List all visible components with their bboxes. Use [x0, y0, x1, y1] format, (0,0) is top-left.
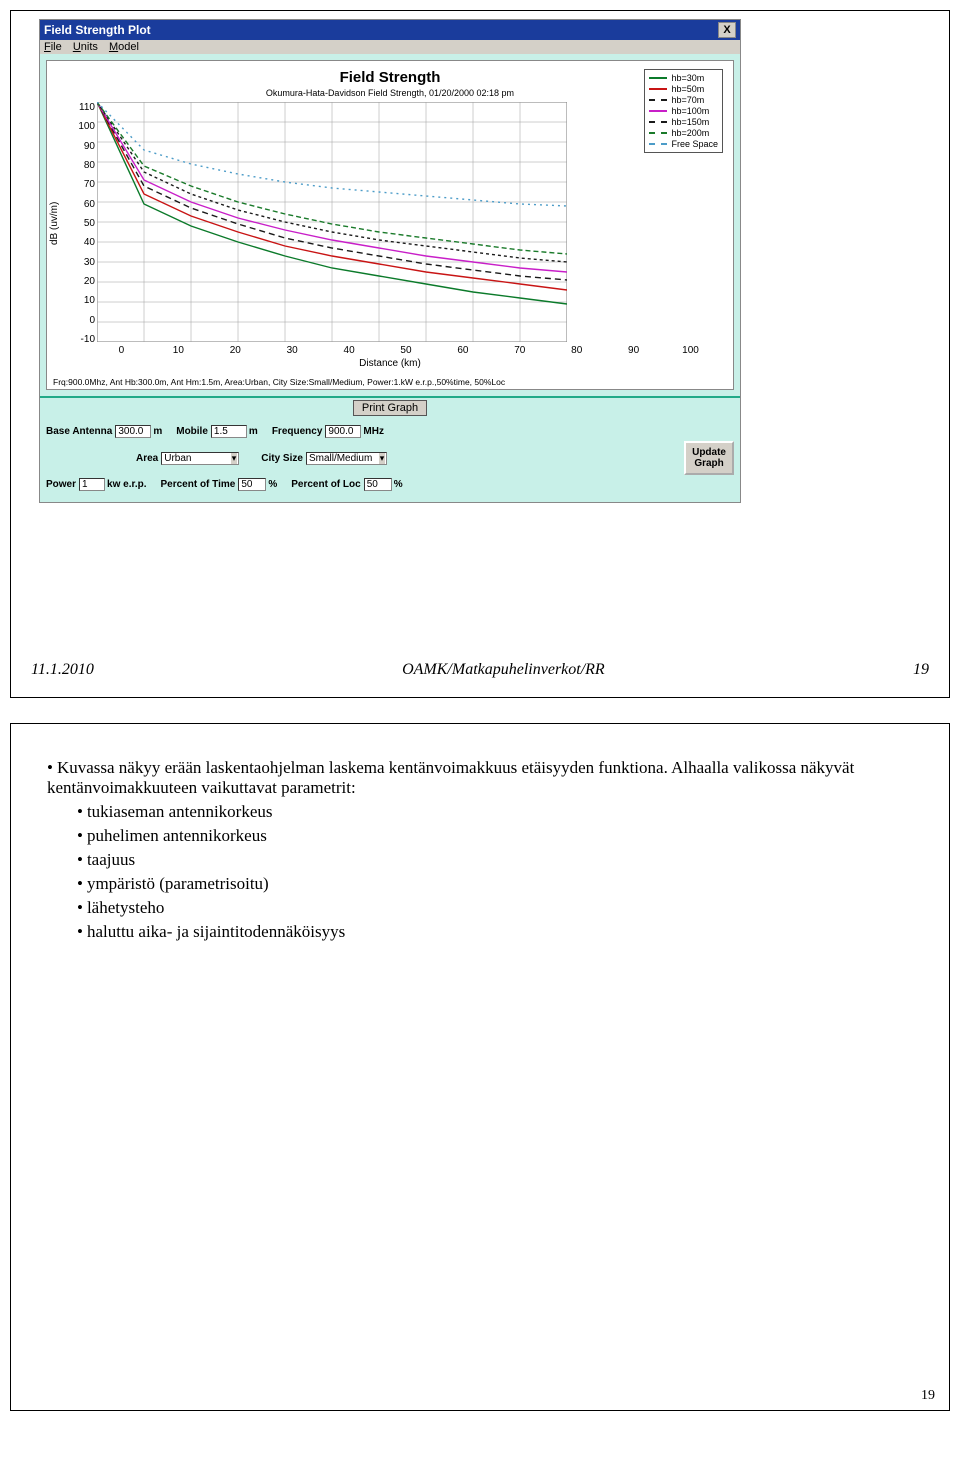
mobile-input[interactable]: 1.5 — [211, 425, 247, 438]
percent-loc-input[interactable]: 50 — [364, 478, 392, 491]
x-axis-label: Distance (km) — [47, 358, 733, 369]
percent-time-input[interactable]: 50 — [238, 478, 266, 491]
window-titlebar: Field Strength Plot X — [40, 20, 740, 40]
legend: hb=30mhb=50mhb=70mhb=100mhb=150mhb=200mF… — [644, 69, 723, 153]
close-icon[interactable]: X — [718, 22, 736, 38]
y-ticks: 1101009080706050403020100-10 — [65, 102, 97, 345]
unit-mhz: MHz — [363, 426, 384, 437]
power-input[interactable]: 1 — [79, 478, 105, 491]
x-ticks: 0102030405060708090100 — [93, 345, 719, 356]
page-corner: 19 — [921, 1388, 935, 1404]
bullet-sub: haluttu aika- ja sijaintitodennäköisyys — [77, 922, 913, 942]
bullet-sub: taajuus — [77, 850, 913, 870]
plot-area: Field Strength Okumura-Hata-Davidson Fie… — [46, 60, 734, 390]
update-graph-button[interactable]: UpdateGraph — [684, 441, 734, 475]
area-select[interactable]: Urban — [161, 452, 239, 465]
unit-pct: % — [394, 479, 403, 490]
chart-footer-text: Frq:900.0Mhz, Ant Hb:300.0m, Ant Hm:1.5m… — [47, 375, 733, 389]
bullet-sub: puhelimen antennikorkeus — [77, 826, 913, 846]
unit-pct: % — [268, 479, 277, 490]
window-title: Field Strength Plot — [44, 23, 718, 37]
chart-subtitle: Okumura-Hata-Davidson Field Strength, 01… — [47, 88, 733, 98]
frequency-label: Frequency — [272, 426, 323, 437]
unit-m: m — [249, 426, 258, 437]
bullet-sub: tukiaseman antennikorkeus — [77, 802, 913, 822]
menu-file[interactable]: File — [44, 41, 62, 53]
power-label: Power — [46, 479, 76, 490]
print-graph-button[interactable]: Print Graph — [353, 400, 427, 416]
chart-title: Field Strength — [47, 69, 733, 86]
bullet-sub: ympäristö (parametrisoitu) — [77, 874, 913, 894]
chart-canvas — [97, 102, 719, 345]
print-row: Print Graph — [40, 396, 740, 418]
mobile-label: Mobile — [176, 426, 208, 437]
menu-units[interactable]: Units — [73, 41, 98, 53]
area-label: Area — [136, 453, 158, 464]
bullet-sub: lähetysteho — [77, 898, 913, 918]
controls-panel: Base Antenna 300.0 m Mobile 1.5 m Freque… — [40, 418, 740, 502]
slide2-line1: Kuvassa näkyy erään laskentaohjelman las… — [47, 758, 913, 798]
slide-1: Field Strength Plot X File Units Model F… — [10, 10, 950, 698]
frequency-input[interactable]: 900.0 — [325, 425, 361, 438]
base-antenna-input[interactable]: 300.0 — [115, 425, 151, 438]
app-window: Field Strength Plot X File Units Model F… — [39, 19, 741, 503]
slide-footer: 11.1.2010 OAMK/Matkapuhelinverkot/RR 19 — [11, 661, 949, 679]
unit-kw: kw e.r.p. — [107, 479, 146, 490]
percent-loc-label: Percent of Loc — [291, 479, 360, 490]
menubar: File Units Model — [40, 40, 740, 54]
footer-date: 11.1.2010 — [31, 661, 94, 679]
city-size-label: City Size — [261, 453, 303, 464]
menu-model[interactable]: Model — [109, 41, 139, 53]
footer-page: 19 — [913, 661, 929, 679]
percent-time-label: Percent of Time — [160, 479, 235, 490]
slide-2: Kuvassa näkyy erään laskentaohjelman las… — [10, 723, 950, 1411]
unit-m: m — [153, 426, 162, 437]
base-antenna-label: Base Antenna — [46, 426, 112, 437]
footer-center: OAMK/Matkapuhelinverkot/RR — [402, 661, 605, 679]
city-size-select[interactable]: Small/Medium — [306, 452, 387, 465]
y-axis-label: dB (uv/m) — [47, 102, 65, 345]
